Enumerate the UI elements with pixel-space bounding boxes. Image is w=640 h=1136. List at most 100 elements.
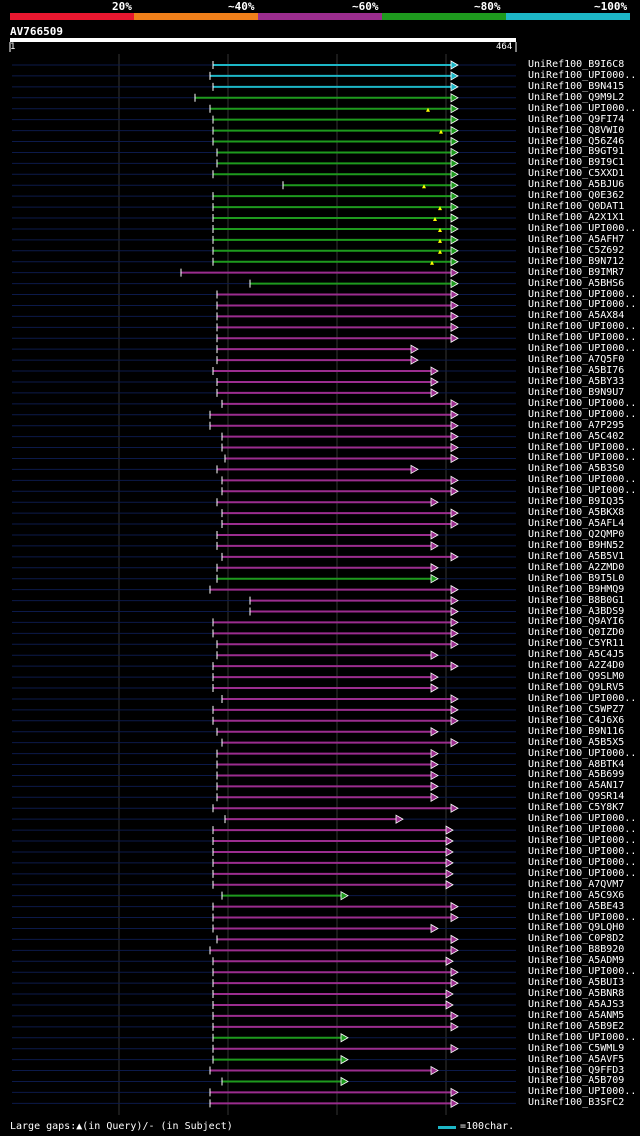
hit-name-label[interactable]: UniRef100_A5BNR8 (528, 988, 625, 1000)
hit-name-label[interactable]: UniRef100_A5BKX8 (528, 507, 625, 519)
hit-name-label[interactable]: UniRef100_Q9AYI6 (528, 616, 625, 628)
hit-name-label[interactable]: UniRef100_UPI000.. (528, 69, 637, 81)
hit-name-label[interactable]: UniRef100_A5AFL4 (528, 518, 625, 530)
hit-name-label[interactable]: UniRef100_B9N116 (528, 725, 625, 737)
hit-name-label[interactable]: UniRef100_UPI000.. (528, 441, 637, 453)
hit-name-label[interactable]: UniRef100_UPI000.. (528, 813, 637, 825)
hit-name-label[interactable]: UniRef100_Q9FFD3 (528, 1064, 625, 1076)
hit-name-label[interactable]: UniRef100_B8B0G1 (528, 594, 625, 606)
hit-name-label[interactable]: UniRef100_B9IQ35 (528, 496, 625, 508)
hit-name-label[interactable]: UniRef100_C5YR11 (528, 638, 625, 650)
hit-name-label[interactable]: UniRef100_B9N712 (528, 255, 625, 267)
hit-name-label[interactable]: UniRef100_B9I9C1 (528, 157, 625, 169)
hit-name-label[interactable]: UniRef100_Q0E362 (528, 190, 625, 202)
hit-name-label[interactable]: UniRef100_B9GT91 (528, 146, 625, 158)
hit-name-label[interactable]: UniRef100_UPI000.. (528, 332, 637, 344)
hit-name-label[interactable]: UniRef100_A5BJU6 (528, 179, 625, 191)
hit-name-label[interactable]: UniRef100_B8B920 (528, 944, 625, 956)
hit-name-label[interactable]: UniRef100_Q8VWI0 (528, 124, 625, 136)
hit-name-label[interactable]: UniRef100_UPI000.. (528, 692, 637, 704)
hit-name-label[interactable]: UniRef100_UPI000.. (528, 835, 637, 847)
hit-name-label[interactable]: UniRef100_UPI000.. (528, 485, 637, 497)
hit-name-label[interactable]: UniRef100_UPI000.. (528, 288, 637, 300)
hit-name-label[interactable]: UniRef100_A5BI76 (528, 365, 625, 377)
hit-name-label[interactable]: UniRef100_UPI000.. (528, 856, 637, 868)
hit-name-label[interactable]: UniRef100_B9IMR7 (528, 266, 625, 278)
hit-name-label[interactable]: UniRef100_B9HN52 (528, 539, 625, 551)
hit-name-label[interactable]: UniRef100_UPI000.. (528, 966, 637, 978)
hit-name-label[interactable]: UniRef100_A5C9X6 (528, 889, 625, 901)
hit-name-label[interactable]: UniRef100_A5AVF5 (528, 1053, 625, 1065)
hit-arrowhead (430, 1065, 439, 1076)
hit-name-label[interactable]: UniRef100_UPI000.. (528, 1086, 637, 1098)
hit-name-label[interactable]: UniRef100_Q9LRV5 (528, 682, 625, 693)
hit-name-label[interactable]: UniRef100_A5AX84 (528, 310, 625, 322)
hit-name-label[interactable]: UniRef100_C5WPZ7 (528, 703, 625, 715)
hit-arrowhead (450, 694, 459, 704)
hit-name-label[interactable]: UniRef100_B9N415 (528, 80, 625, 92)
hit-name-label[interactable]: UniRef100_A5B3S0 (528, 463, 625, 475)
hit-name-label[interactable]: UniRef100_Q9FI74 (528, 113, 625, 125)
hit-name-label[interactable]: UniRef100_A5C402 (528, 430, 625, 442)
hit-name-label[interactable]: UniRef100_A5AJS3 (528, 998, 625, 1010)
hit-name-label[interactable]: UniRef100_A5BHS6 (528, 277, 625, 289)
hit-name-label[interactable]: UniRef100_B9N9U7 (528, 386, 625, 398)
hit-name-label[interactable]: UniRef100_UPI000.. (528, 408, 637, 420)
hit-name-label[interactable]: UniRef100_B9HMQ9 (528, 583, 625, 595)
hit-name-label[interactable]: UniRef100_Q2QMP0 (528, 528, 625, 540)
hit-name-label[interactable]: UniRef100_B9I5L0 (528, 572, 625, 584)
hit-name-label[interactable]: UniRef100_A2X1X1 (528, 212, 625, 224)
hit-name-label[interactable]: UniRef100_C0P8D2 (528, 933, 625, 945)
hit-name-label[interactable]: UniRef100_Q0DAT1 (528, 201, 625, 213)
hit-name-label[interactable]: UniRef100_Q9M9L2 (528, 91, 625, 103)
hit-name-label[interactable]: UniRef100_B9I6C8 (528, 59, 625, 70)
hit-name-label[interactable]: UniRef100_C5Y8K7 (528, 802, 625, 814)
hit-name-label[interactable]: UniRef100_A5ANM5 (528, 1009, 625, 1021)
hit-name-label[interactable]: UniRef100_A5C4J5 (528, 649, 625, 661)
hit-name-label[interactable]: UniRef100_A2Z4D0 (528, 660, 625, 672)
hit-name-label[interactable]: UniRef100_UPI000.. (528, 343, 637, 355)
hit-name-label[interactable]: UniRef100_A5BUI3 (528, 977, 625, 989)
hit-name-label[interactable]: UniRef100_UPI000.. (528, 397, 637, 409)
hit-name-label[interactable]: UniRef100_A8BTK4 (528, 758, 625, 770)
hit-name-label[interactable]: UniRef100_A2ZMD0 (528, 561, 625, 573)
hit-name-label[interactable]: UniRef100_A3BDS9 (528, 605, 625, 617)
hit-name-label[interactable]: UniRef100_UPI000.. (528, 845, 637, 857)
hit-name-label[interactable]: UniRef100_A5B9E2 (528, 1020, 625, 1032)
hit-name-label[interactable]: UniRef100_A5BY33 (528, 375, 625, 387)
hit-name-label[interactable]: UniRef100_A5BE43 (528, 900, 625, 912)
hit-name-label[interactable]: UniRef100_A7Q5F0 (528, 354, 625, 366)
hit-name-label[interactable]: UniRef100_A5AN17 (528, 780, 625, 792)
hit-name-label[interactable]: UniRef100_Q9SR14 (528, 791, 625, 803)
hit-name-label[interactable]: UniRef100_UPI000.. (528, 824, 637, 836)
hit-name-label[interactable]: UniRef100_A5B5X5 (528, 736, 625, 748)
hit-name-label[interactable]: UniRef100_UPI000.. (528, 222, 637, 234)
hit-name-label[interactable]: UniRef100_B3SFC2 (528, 1097, 625, 1109)
hit-name-label[interactable]: UniRef100_UPI000.. (528, 867, 637, 879)
hit-name-label[interactable]: UniRef100_UPI000.. (528, 102, 637, 114)
hit-name-label[interactable]: UniRef100_UPI000.. (528, 474, 637, 486)
hit-name-label[interactable]: UniRef100_A5B709 (528, 1075, 625, 1087)
hit-name-label[interactable]: UniRef100_UPI000.. (528, 911, 637, 923)
hit-name-label[interactable]: UniRef100_A5B5V1 (528, 550, 625, 562)
hit-name-label[interactable]: UniRef100_C5XXD1 (528, 168, 625, 180)
hit-name-label[interactable]: UniRef100_Q9LQH0 (528, 922, 625, 934)
hit-name-label[interactable]: UniRef100_A5AFH7 (528, 233, 625, 245)
hit-arrowhead (340, 890, 349, 901)
hit-name-label[interactable]: UniRef100_A5ADM9 (528, 955, 625, 967)
hit-name-label[interactable]: UniRef100_Q56Z46 (528, 135, 625, 147)
hit-name-label[interactable]: UniRef100_A7P295 (528, 419, 625, 431)
hit-name-label[interactable]: UniRef100_A7QVM7 (528, 878, 625, 890)
hit-name-label[interactable]: UniRef100_A5B699 (528, 769, 625, 781)
hit-name-label[interactable]: UniRef100_UPI000.. (528, 299, 637, 311)
hit-name-label[interactable]: UniRef100_UPI000.. (528, 1031, 637, 1043)
hit-name-label[interactable]: UniRef100_C4J6X6 (528, 714, 625, 726)
hit-name-label[interactable]: UniRef100_C5WML9 (528, 1042, 625, 1054)
hit-name-label[interactable]: UniRef100_Q0IZD0 (528, 627, 625, 639)
hit-name-label[interactable]: UniRef100_UPI000.. (528, 452, 637, 464)
hit-name-label[interactable]: UniRef100_UPI000.. (528, 321, 637, 333)
hit-name-label[interactable]: UniRef100_UPI000.. (528, 747, 637, 759)
hit-name-label[interactable]: UniRef100_Q9SLM0 (528, 671, 625, 683)
hit-name-label[interactable]: UniRef100_C5Z692 (528, 244, 625, 256)
